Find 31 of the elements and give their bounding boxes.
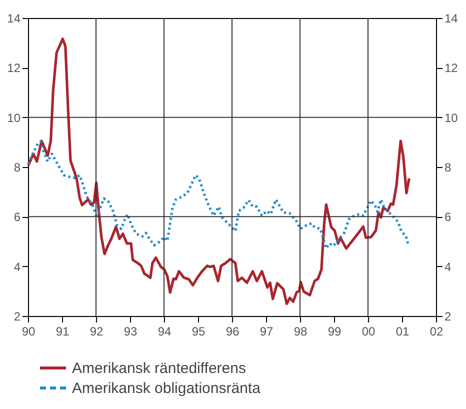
y2-tick-label: 6 <box>444 210 452 224</box>
x-tick-label: 02 <box>430 324 444 338</box>
x-tick-label: 00 <box>362 324 376 338</box>
y-tick-label: 4 <box>14 260 21 274</box>
y2-tick-label: 4 <box>444 260 452 274</box>
line-series <box>27 140 410 250</box>
legend-label: Amerikansk obligationsränta <box>72 380 262 397</box>
x-tick-label: 90 <box>22 324 36 338</box>
x-tick-label: 99 <box>328 324 342 338</box>
x-tick-label: 97 <box>260 324 274 338</box>
x-tick-label: 95 <box>192 324 206 338</box>
y-tick-label: 6 <box>14 210 21 224</box>
y2-tick-label: 14 <box>444 12 458 26</box>
x-tick-label: 96 <box>226 324 240 338</box>
x-tick-label: 01 <box>396 324 410 338</box>
y2-tick-label: 12 <box>444 61 458 76</box>
x-tick-label: 91 <box>56 324 70 338</box>
y-tick-label: 2 <box>14 310 21 324</box>
y2-tick-label: 2 <box>444 310 452 324</box>
legend-label: Amerikansk räntedifferens <box>72 360 246 377</box>
y2-tick-label: 10 <box>444 110 458 125</box>
y-tick-label: 8 <box>14 160 21 174</box>
x-tick-label: 98 <box>294 324 308 338</box>
x-tick-label: 92 <box>90 324 104 338</box>
y-tick-label: 14 <box>7 12 21 26</box>
y-tick-label: 10 <box>7 110 21 125</box>
x-tick-label: 94 <box>158 324 172 338</box>
y2-tick-label: 8 <box>444 160 452 174</box>
line-series <box>27 38 410 306</box>
y-tick-label: 12 <box>7 61 21 76</box>
x-tick-label: 93 <box>124 324 138 338</box>
